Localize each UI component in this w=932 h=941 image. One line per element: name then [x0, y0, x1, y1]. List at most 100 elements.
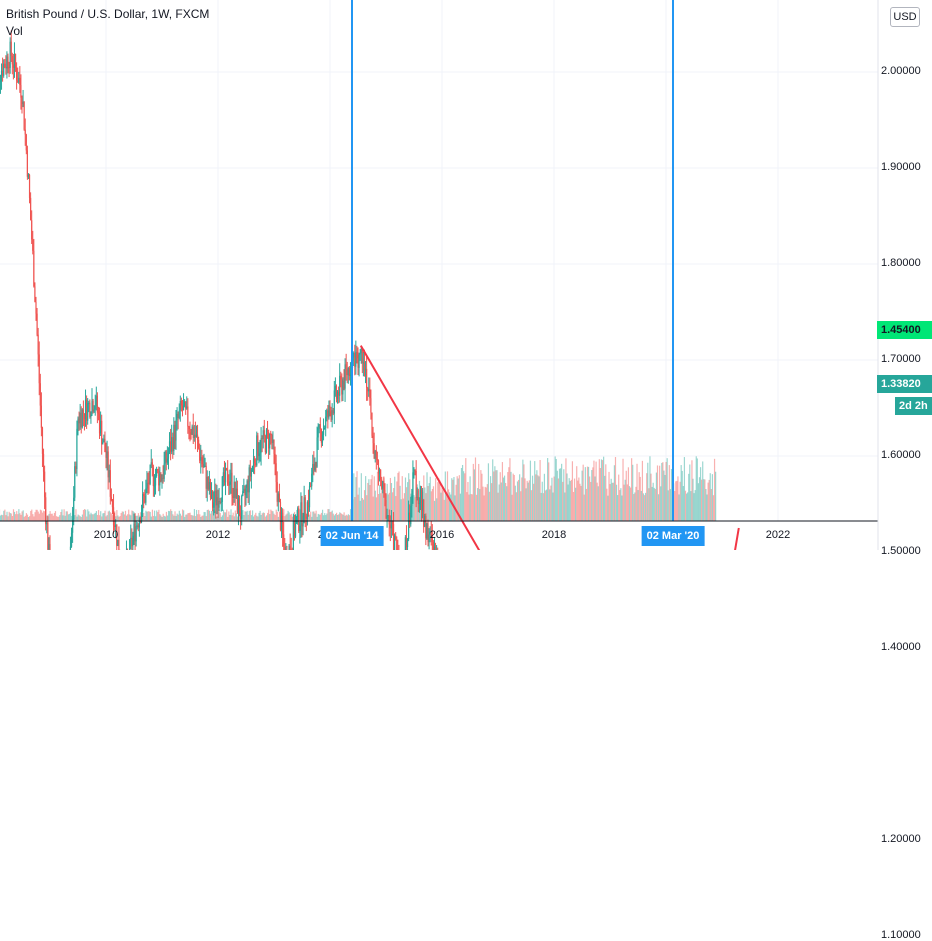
- candle-body: [304, 497, 305, 523]
- candle-body: [136, 526, 137, 541]
- currency-button[interactable]: USD: [890, 7, 920, 27]
- volume-bar: [337, 515, 338, 521]
- candle-body: [301, 502, 302, 526]
- candle-body: [180, 401, 181, 411]
- horizontal-level-price-tag: 1.45400: [877, 321, 932, 339]
- volume-bar: [131, 510, 132, 521]
- volume-bar: [633, 494, 634, 521]
- candle-body: [335, 386, 336, 390]
- candle-body: [162, 478, 163, 479]
- symbol-title[interactable]: British Pound / U.S. Dollar, 1W, FXCM: [6, 6, 209, 23]
- volume-bar: [589, 476, 590, 521]
- volume-bar: [542, 482, 543, 521]
- volume-bar: [396, 481, 397, 521]
- volume-bar: [74, 515, 75, 521]
- volume-bar: [658, 494, 659, 521]
- candle-body: [193, 426, 194, 438]
- volume-bar: [33, 516, 34, 521]
- volume-bar: [627, 484, 628, 521]
- volume-bar: [264, 513, 265, 521]
- candle-body: [241, 496, 242, 519]
- price-chart[interactable]: [0, 0, 932, 550]
- volume-bar: [234, 516, 235, 521]
- volume-bar: [682, 471, 683, 521]
- volume-bar: [266, 515, 267, 521]
- candle-body: [220, 501, 221, 502]
- volume-bar: [59, 515, 60, 521]
- volume-bar: [537, 475, 538, 521]
- volume-bar: [338, 514, 339, 521]
- volume-bar: [487, 484, 488, 521]
- volume-bar: [648, 488, 649, 521]
- volume-bar: [667, 458, 668, 521]
- volume-bar: [677, 476, 678, 521]
- candle-body: [299, 526, 300, 531]
- volume-bar: [354, 497, 355, 521]
- volume-bar: [401, 499, 402, 521]
- candle-body: [346, 364, 347, 369]
- candle-body: [202, 464, 203, 467]
- volume-bar: [618, 475, 619, 521]
- volume-bar: [75, 509, 76, 521]
- candle-body: [279, 494, 280, 502]
- volume-bar: [579, 484, 580, 521]
- volume-bar: [692, 479, 693, 521]
- candle-body: [132, 536, 133, 546]
- volume-indicator-label[interactable]: Vol: [6, 23, 209, 40]
- volume-bar: [195, 516, 196, 521]
- volume-bar: [520, 491, 521, 521]
- candle-body: [211, 490, 212, 497]
- volume-bar: [674, 491, 675, 521]
- volume-bar: [335, 514, 336, 521]
- volume-bar: [445, 472, 446, 521]
- volume-bar: [290, 515, 291, 521]
- volume-bar: [488, 463, 489, 521]
- volume-bar: [262, 513, 263, 521]
- volume-bar: [99, 515, 100, 521]
- volume-bar: [456, 485, 457, 521]
- volume-bar: [545, 490, 546, 521]
- candle-body: [204, 466, 205, 467]
- candle-body: [336, 386, 337, 399]
- volume-bar: [80, 516, 81, 521]
- volume-bar: [478, 464, 479, 521]
- volume-bar: [68, 514, 69, 521]
- candle-body: [338, 392, 339, 396]
- volume-bar: [46, 516, 47, 521]
- candle-body: [296, 517, 297, 523]
- candle-body: [94, 410, 95, 412]
- drawing-overlays[interactable]: [0, 0, 878, 550]
- candle-body: [137, 525, 138, 526]
- volume-bar: [322, 510, 323, 521]
- volume-bar: [182, 509, 183, 521]
- candle-body: [274, 454, 275, 463]
- volume-bar: [616, 485, 617, 521]
- candle-body: [297, 508, 298, 517]
- candle-body: [281, 516, 282, 530]
- volume-bar: [48, 514, 49, 521]
- volume-bar: [310, 512, 311, 521]
- volume-bar: [557, 471, 558, 521]
- volume-bar: [699, 477, 700, 521]
- volume-bar: [254, 515, 255, 521]
- candle-body: [250, 467, 251, 476]
- candle-body: [381, 480, 382, 489]
- volume-bar: [690, 491, 691, 521]
- grid-lines: [0, 0, 878, 550]
- volume-bar: [271, 511, 272, 521]
- volume-bar: [117, 516, 118, 521]
- volume-bar: [12, 516, 13, 521]
- candle-body: [426, 523, 427, 538]
- volume-bar: [565, 458, 566, 521]
- volume-bar: [613, 483, 614, 521]
- volume-bar: [336, 513, 337, 521]
- volume-bar: [390, 478, 391, 521]
- volume-bar: [564, 492, 565, 521]
- candle-body: [374, 443, 375, 458]
- volume-bar: [166, 512, 167, 521]
- candle-body: [293, 521, 294, 550]
- volume-bar: [242, 510, 243, 521]
- volume-bar: [434, 501, 435, 521]
- volume-bar: [535, 474, 536, 521]
- volume-bar: [137, 516, 138, 521]
